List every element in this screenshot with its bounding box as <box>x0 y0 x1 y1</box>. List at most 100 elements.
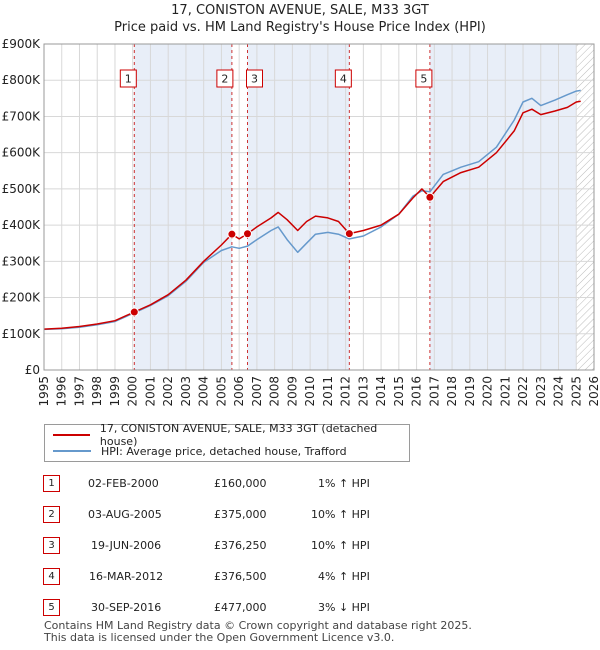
footer: Contains HM Land Registry data © Crown c… <box>44 620 472 644</box>
y-tick-label: £600K <box>2 146 42 160</box>
sale-point <box>425 192 435 202</box>
ownership-shade <box>247 44 350 370</box>
table-row: 2 03-AUG-2005 £375,000 10% ↑ HPI <box>0 506 600 526</box>
legend-item-property: 17, CONISTON AVENUE, SALE, M33 3GT (deta… <box>53 422 409 448</box>
sale-label-number: 1 <box>125 73 132 86</box>
x-tick-label: 2004 <box>197 376 211 407</box>
x-tick-label: 2019 <box>463 376 477 407</box>
ownership-shade <box>429 44 577 370</box>
y-tick-label: £400K <box>2 218 42 232</box>
legend-item-hpi: HPI: Average price, detached house, Traf… <box>53 443 347 459</box>
x-tick-label: 2010 <box>303 376 317 407</box>
x-tick-label: 2002 <box>161 376 175 407</box>
sale-date: 30-SEP-2016 <box>91 601 162 614</box>
x-tick-label: 2011 <box>321 376 335 407</box>
legend-label-hpi: HPI: Average price, detached house, Traf… <box>101 444 347 458</box>
plot-frame <box>43 43 595 371</box>
y-tick-label: £900K <box>2 37 42 51</box>
legend-swatch-property <box>53 434 90 436</box>
sale-date: 03-AUG-2005 <box>88 508 162 521</box>
sale-number-badge: 5 <box>43 599 60 616</box>
price-chart: 1 2 3 4 5 £0 £100K £200K £300K £400K £500K £600K £7… <box>2 37 600 407</box>
sale-price: £160,000 <box>214 477 267 490</box>
forecast-hatch <box>576 44 594 370</box>
x-tick-label: 2001 <box>143 376 157 407</box>
hpi-change: 10% ↑ HPI <box>311 508 370 521</box>
x-tick-label: 2016 <box>410 376 424 407</box>
x-tick-label: 1996 <box>55 376 69 407</box>
x-tick-label: 2020 <box>481 376 495 407</box>
sale-price: £376,500 <box>214 570 267 583</box>
x-tick-label: 1998 <box>90 376 104 407</box>
x-tick-label: 2014 <box>374 376 388 407</box>
table-row: 1 02-FEB-2000 £160,000 1% ↑ HPI <box>0 475 600 495</box>
x-tick-label: 2005 <box>214 376 228 407</box>
y-tick-label: £800K <box>2 73 42 87</box>
sale-number-badge: 1 <box>43 475 60 492</box>
sale-label-number: 5 <box>420 73 427 86</box>
x-tick-label: 2025 <box>569 376 583 407</box>
sale-price: £376,250 <box>214 539 267 552</box>
x-tick-label: 2009 <box>285 376 299 407</box>
sale-price: £375,000 <box>214 508 267 521</box>
sale-point <box>227 229 237 239</box>
legend-label-property: 17, CONISTON AVENUE, SALE, M33 3GT (deta… <box>99 422 378 448</box>
x-tick-label: 2022 <box>516 376 530 407</box>
x-tick-label: 2015 <box>392 376 406 407</box>
x-tick-label: 2023 <box>534 376 548 407</box>
y-tick-label: £100K <box>2 327 42 341</box>
footer-license: This data is licensed under the Open Gov… <box>44 631 395 644</box>
y-tick-label: £500K <box>2 182 42 196</box>
x-tick-label: 1999 <box>108 376 122 407</box>
sale-label-number: 2 <box>221 73 228 86</box>
x-tick-label: 2008 <box>268 376 282 407</box>
sale-number-badge: 2 <box>43 506 60 523</box>
x-tick-label: 2021 <box>498 376 512 407</box>
x-tick-label: 2018 <box>445 376 459 407</box>
y-tick-label: £200K <box>2 291 42 305</box>
legend: 17, CONISTON AVENUE, SALE, M33 3GT (deta… <box>44 422 410 462</box>
sale-label-number: 4 <box>340 73 347 86</box>
y-tick-label: £700K <box>2 109 42 123</box>
x-tick-label: 2017 <box>427 376 441 407</box>
sale-label-number: 3 <box>251 73 258 86</box>
x-tick-label: 2013 <box>356 376 370 407</box>
legend-swatch-hpi <box>53 450 91 452</box>
x-tick-label: 2006 <box>232 376 246 407</box>
sale-label-box <box>119 69 137 88</box>
property-price-line <box>43 100 581 330</box>
x-tick-label: 1995 <box>37 376 51 407</box>
ownership-shade <box>134 44 232 370</box>
table-row: 4 16-MAR-2012 £376,500 4% ↑ HPI <box>0 568 600 588</box>
x-tick-label: 2003 <box>179 376 193 407</box>
x-tick-label: 2000 <box>126 376 140 407</box>
hpi-change: 3% ↓ HPI <box>318 601 370 614</box>
sale-point <box>344 229 354 239</box>
hpi-line <box>43 89 581 331</box>
sale-date: 16-MAR-2012 <box>89 570 164 583</box>
sale-label-box <box>415 69 433 88</box>
x-tick-label: 2012 <box>339 376 353 407</box>
table-row: 3 19-JUN-2006 £376,250 10% ↑ HPI <box>0 537 600 557</box>
sale-date: 02-FEB-2000 <box>88 477 159 490</box>
hpi-change: 1% ↑ HPI <box>318 477 370 490</box>
sale-number-badge: 4 <box>43 568 60 585</box>
sale-label-box <box>216 69 234 88</box>
chart-title: 17, CONISTON AVENUE, SALE, M33 3GT <box>171 3 429 18</box>
chart-subtitle: Price paid vs. HM Land Registry's House … <box>114 20 486 35</box>
sale-number-badge: 3 <box>43 537 60 554</box>
hpi-change: 10% ↑ HPI <box>311 539 370 552</box>
x-tick-label: 2026 <box>587 376 600 407</box>
x-tick-label: 2024 <box>552 376 566 407</box>
footer-copyright: Contains HM Land Registry data © Crown c… <box>44 619 472 632</box>
y-tick-label: £0 <box>25 363 40 377</box>
hpi-change: 4% ↑ HPI <box>318 570 370 583</box>
sale-price: £477,000 <box>214 601 267 614</box>
sale-date: 19-JUN-2006 <box>91 539 162 552</box>
y-tick-label: £300K <box>2 254 42 268</box>
table-row: 5 30-SEP-2016 £477,000 3% ↓ HPI <box>0 599 600 619</box>
x-tick-label: 1997 <box>72 376 86 407</box>
sale-label-box <box>334 69 352 88</box>
sale-point <box>129 307 139 317</box>
sale-label-box <box>246 69 263 88</box>
